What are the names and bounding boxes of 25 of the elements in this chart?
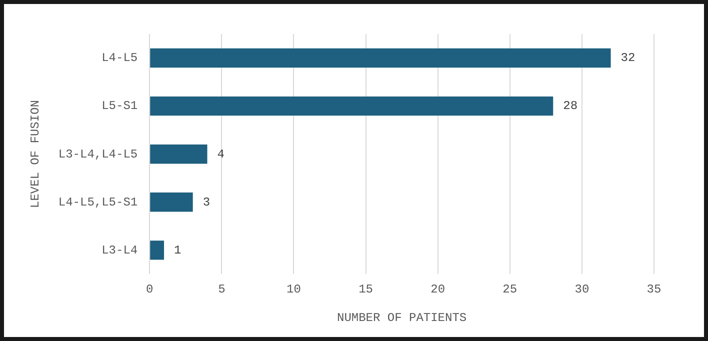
x-tick-label: 20 xyxy=(430,282,446,297)
bar xyxy=(150,144,208,164)
x-tick-label: 15 xyxy=(358,282,373,297)
y-axis-title: LEVEL OF FUSION xyxy=(28,100,42,208)
bar xyxy=(150,96,554,116)
y-tick-label: L3-L4 xyxy=(102,243,138,258)
y-tick-label: L4-L5,L5-S1 xyxy=(58,195,138,210)
bar xyxy=(150,240,164,260)
data-label: 4 xyxy=(217,147,224,162)
y-tick-label: L4-L5 xyxy=(102,51,138,66)
data-label: 32 xyxy=(620,51,636,66)
bar xyxy=(150,48,611,68)
y-tick-label: L3-L4,L4-L5 xyxy=(58,147,138,162)
x-tick-label: 30 xyxy=(574,282,590,297)
bar xyxy=(150,192,193,212)
x-tick-label: 25 xyxy=(502,282,518,297)
x-tick-label: 5 xyxy=(218,282,226,297)
data-label: 3 xyxy=(202,195,210,210)
x-axis-title: NUMBER OF PATIENTS xyxy=(336,310,467,325)
x-tick-label: 0 xyxy=(146,282,154,297)
y-tick-label: L5-S1 xyxy=(102,99,138,114)
data-label: 28 xyxy=(563,99,578,114)
data-label: 1 xyxy=(174,243,182,258)
x-tick-label: 35 xyxy=(646,282,662,297)
x-tick-label: 10 xyxy=(286,282,301,297)
